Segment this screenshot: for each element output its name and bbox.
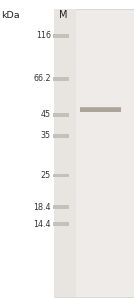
Bar [53, 173, 69, 177]
Text: kDa: kDa [1, 11, 20, 20]
Bar [54, 9, 134, 297]
Bar [53, 222, 69, 226]
Bar [53, 112, 69, 116]
Text: M: M [59, 11, 67, 20]
Text: 66.2: 66.2 [33, 74, 51, 83]
Bar [80, 107, 121, 108]
Text: 45: 45 [41, 110, 51, 119]
Bar [53, 134, 69, 137]
Bar [53, 205, 69, 209]
Text: 116: 116 [36, 32, 51, 40]
Bar [80, 107, 121, 112]
Text: 35: 35 [41, 131, 51, 140]
Text: 25: 25 [41, 171, 51, 180]
Bar [53, 34, 69, 38]
Bar [53, 76, 69, 80]
Text: 18.4: 18.4 [33, 202, 51, 211]
Text: 14.4: 14.4 [33, 220, 51, 229]
Bar [54, 9, 76, 297]
